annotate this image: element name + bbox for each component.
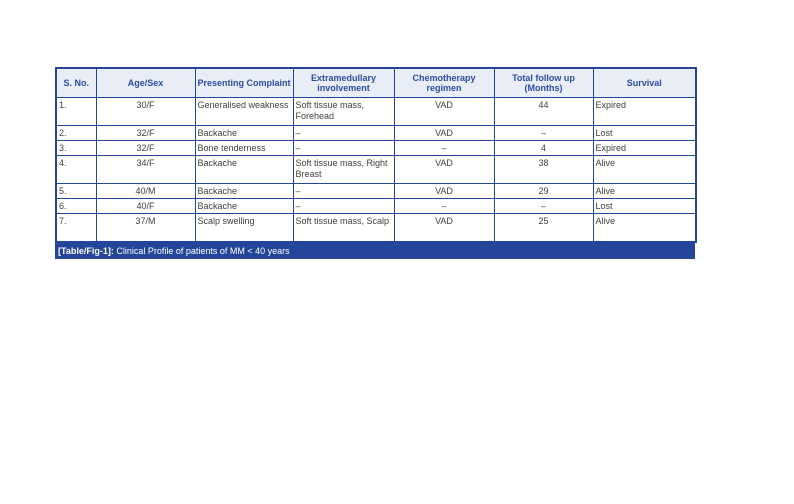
cell-follow-up: – [493, 198, 594, 214]
cell-follow-up: 29 [493, 183, 594, 199]
table-row-3: 3. 32/F Bone tenderness – – 4 Expired [55, 140, 697, 156]
table-body: 1. 30/F Generalised weakness Soft tissue… [55, 97, 697, 243]
cell-chemotherapy: VAD [393, 213, 495, 243]
column-header-presenting-complaint: Presenting Complaint [194, 67, 294, 98]
clinical-profile-table-figure: S. No. Age/Sex Presenting Complaint Extr… [55, 67, 697, 259]
cell-survival: Lost [592, 198, 697, 214]
column-header-age-sex: Age/Sex [95, 67, 196, 98]
cell-extramedullary: – [292, 198, 395, 214]
cell-age-sex: 34/F [95, 155, 196, 184]
column-header-extramedullary-involvement: Extramedullary involvement [292, 67, 395, 98]
table-caption-tag: [Table/Fig-1]: [58, 246, 114, 256]
cell-s-no: 7. [55, 213, 97, 243]
table-row-7: 7. 37/M Scalp swelling Soft tissue mass,… [55, 213, 697, 243]
cell-chemotherapy: VAD [393, 155, 495, 184]
column-header-total-follow-up: Total follow up (Months) [493, 67, 594, 98]
cell-s-no: 5. [55, 183, 97, 199]
cell-s-no: 6. [55, 198, 97, 214]
cell-survival: Alive [592, 213, 697, 243]
cell-survival: Expired [592, 97, 697, 126]
cell-age-sex: 30/F [95, 97, 196, 126]
cell-extramedullary: Soft tissue mass, Right Breast [292, 155, 395, 184]
table-caption-text: Clinical Profile of patients of MM < 40 … [113, 246, 290, 256]
cell-follow-up: – [493, 125, 594, 141]
cell-presenting-complaint: Bone tenderness [194, 140, 294, 156]
cell-extramedullary: Soft tissue mass, Forehead [292, 97, 395, 126]
cell-presenting-complaint: Scalp swelling [194, 213, 294, 243]
cell-presenting-complaint: Backache [194, 155, 294, 184]
cell-chemotherapy: – [393, 140, 495, 156]
header-row: S. No. Age/Sex Presenting Complaint Extr… [55, 67, 697, 98]
column-header-s-no: S. No. [55, 67, 97, 98]
table-row-2: 2. 32/F Backache – VAD – Lost [55, 125, 697, 141]
cell-survival: Alive [592, 155, 697, 184]
cell-s-no: 2. [55, 125, 97, 141]
cell-survival: Alive [592, 183, 697, 199]
cell-s-no: 1. [55, 97, 97, 126]
cell-follow-up: 4 [493, 140, 594, 156]
table-caption: [Table/Fig-1]: Clinical Profile of patie… [55, 243, 695, 259]
cell-extramedullary: – [292, 183, 395, 199]
table-row-5: 5. 40/M Backache – VAD 29 Alive [55, 183, 697, 199]
cell-extramedullary: Soft tissue mass, Scalp [292, 213, 395, 243]
clinical-profile-table: S. No. Age/Sex Presenting Complaint Extr… [55, 67, 697, 243]
table-row-6: 6. 40/F Backache – – – Lost [55, 198, 697, 214]
cell-chemotherapy: – [393, 198, 495, 214]
cell-age-sex: 40/M [95, 183, 196, 199]
cell-s-no: 4. [55, 155, 97, 184]
cell-presenting-complaint: Backache [194, 198, 294, 214]
table-header: S. No. Age/Sex Presenting Complaint Extr… [55, 67, 697, 98]
cell-follow-up: 25 [493, 213, 594, 243]
cell-age-sex: 32/F [95, 140, 196, 156]
cell-survival: Expired [592, 140, 697, 156]
cell-age-sex: 37/M [95, 213, 196, 243]
cell-age-sex: 32/F [95, 125, 196, 141]
cell-chemotherapy: VAD [393, 183, 495, 199]
cell-age-sex: 40/F [95, 198, 196, 214]
column-header-survival: Survival [592, 67, 697, 98]
column-header-chemotherapy-regimen: Chemotherapy regimen [393, 67, 495, 98]
cell-follow-up: 38 [493, 155, 594, 184]
cell-presenting-complaint: Backache [194, 183, 294, 199]
cell-presenting-complaint: Backache [194, 125, 294, 141]
cell-extramedullary: – [292, 125, 395, 141]
cell-survival: Lost [592, 125, 697, 141]
cell-s-no: 3. [55, 140, 97, 156]
cell-chemotherapy: VAD [393, 125, 495, 141]
cell-presenting-complaint: Generalised weakness [194, 97, 294, 126]
table-row-1: 1. 30/F Generalised weakness Soft tissue… [55, 97, 697, 126]
table-row-4: 4. 34/F Backache Soft tissue mass, Right… [55, 155, 697, 184]
cell-extramedullary: – [292, 140, 395, 156]
cell-chemotherapy: VAD [393, 97, 495, 126]
cell-follow-up: 44 [493, 97, 594, 126]
